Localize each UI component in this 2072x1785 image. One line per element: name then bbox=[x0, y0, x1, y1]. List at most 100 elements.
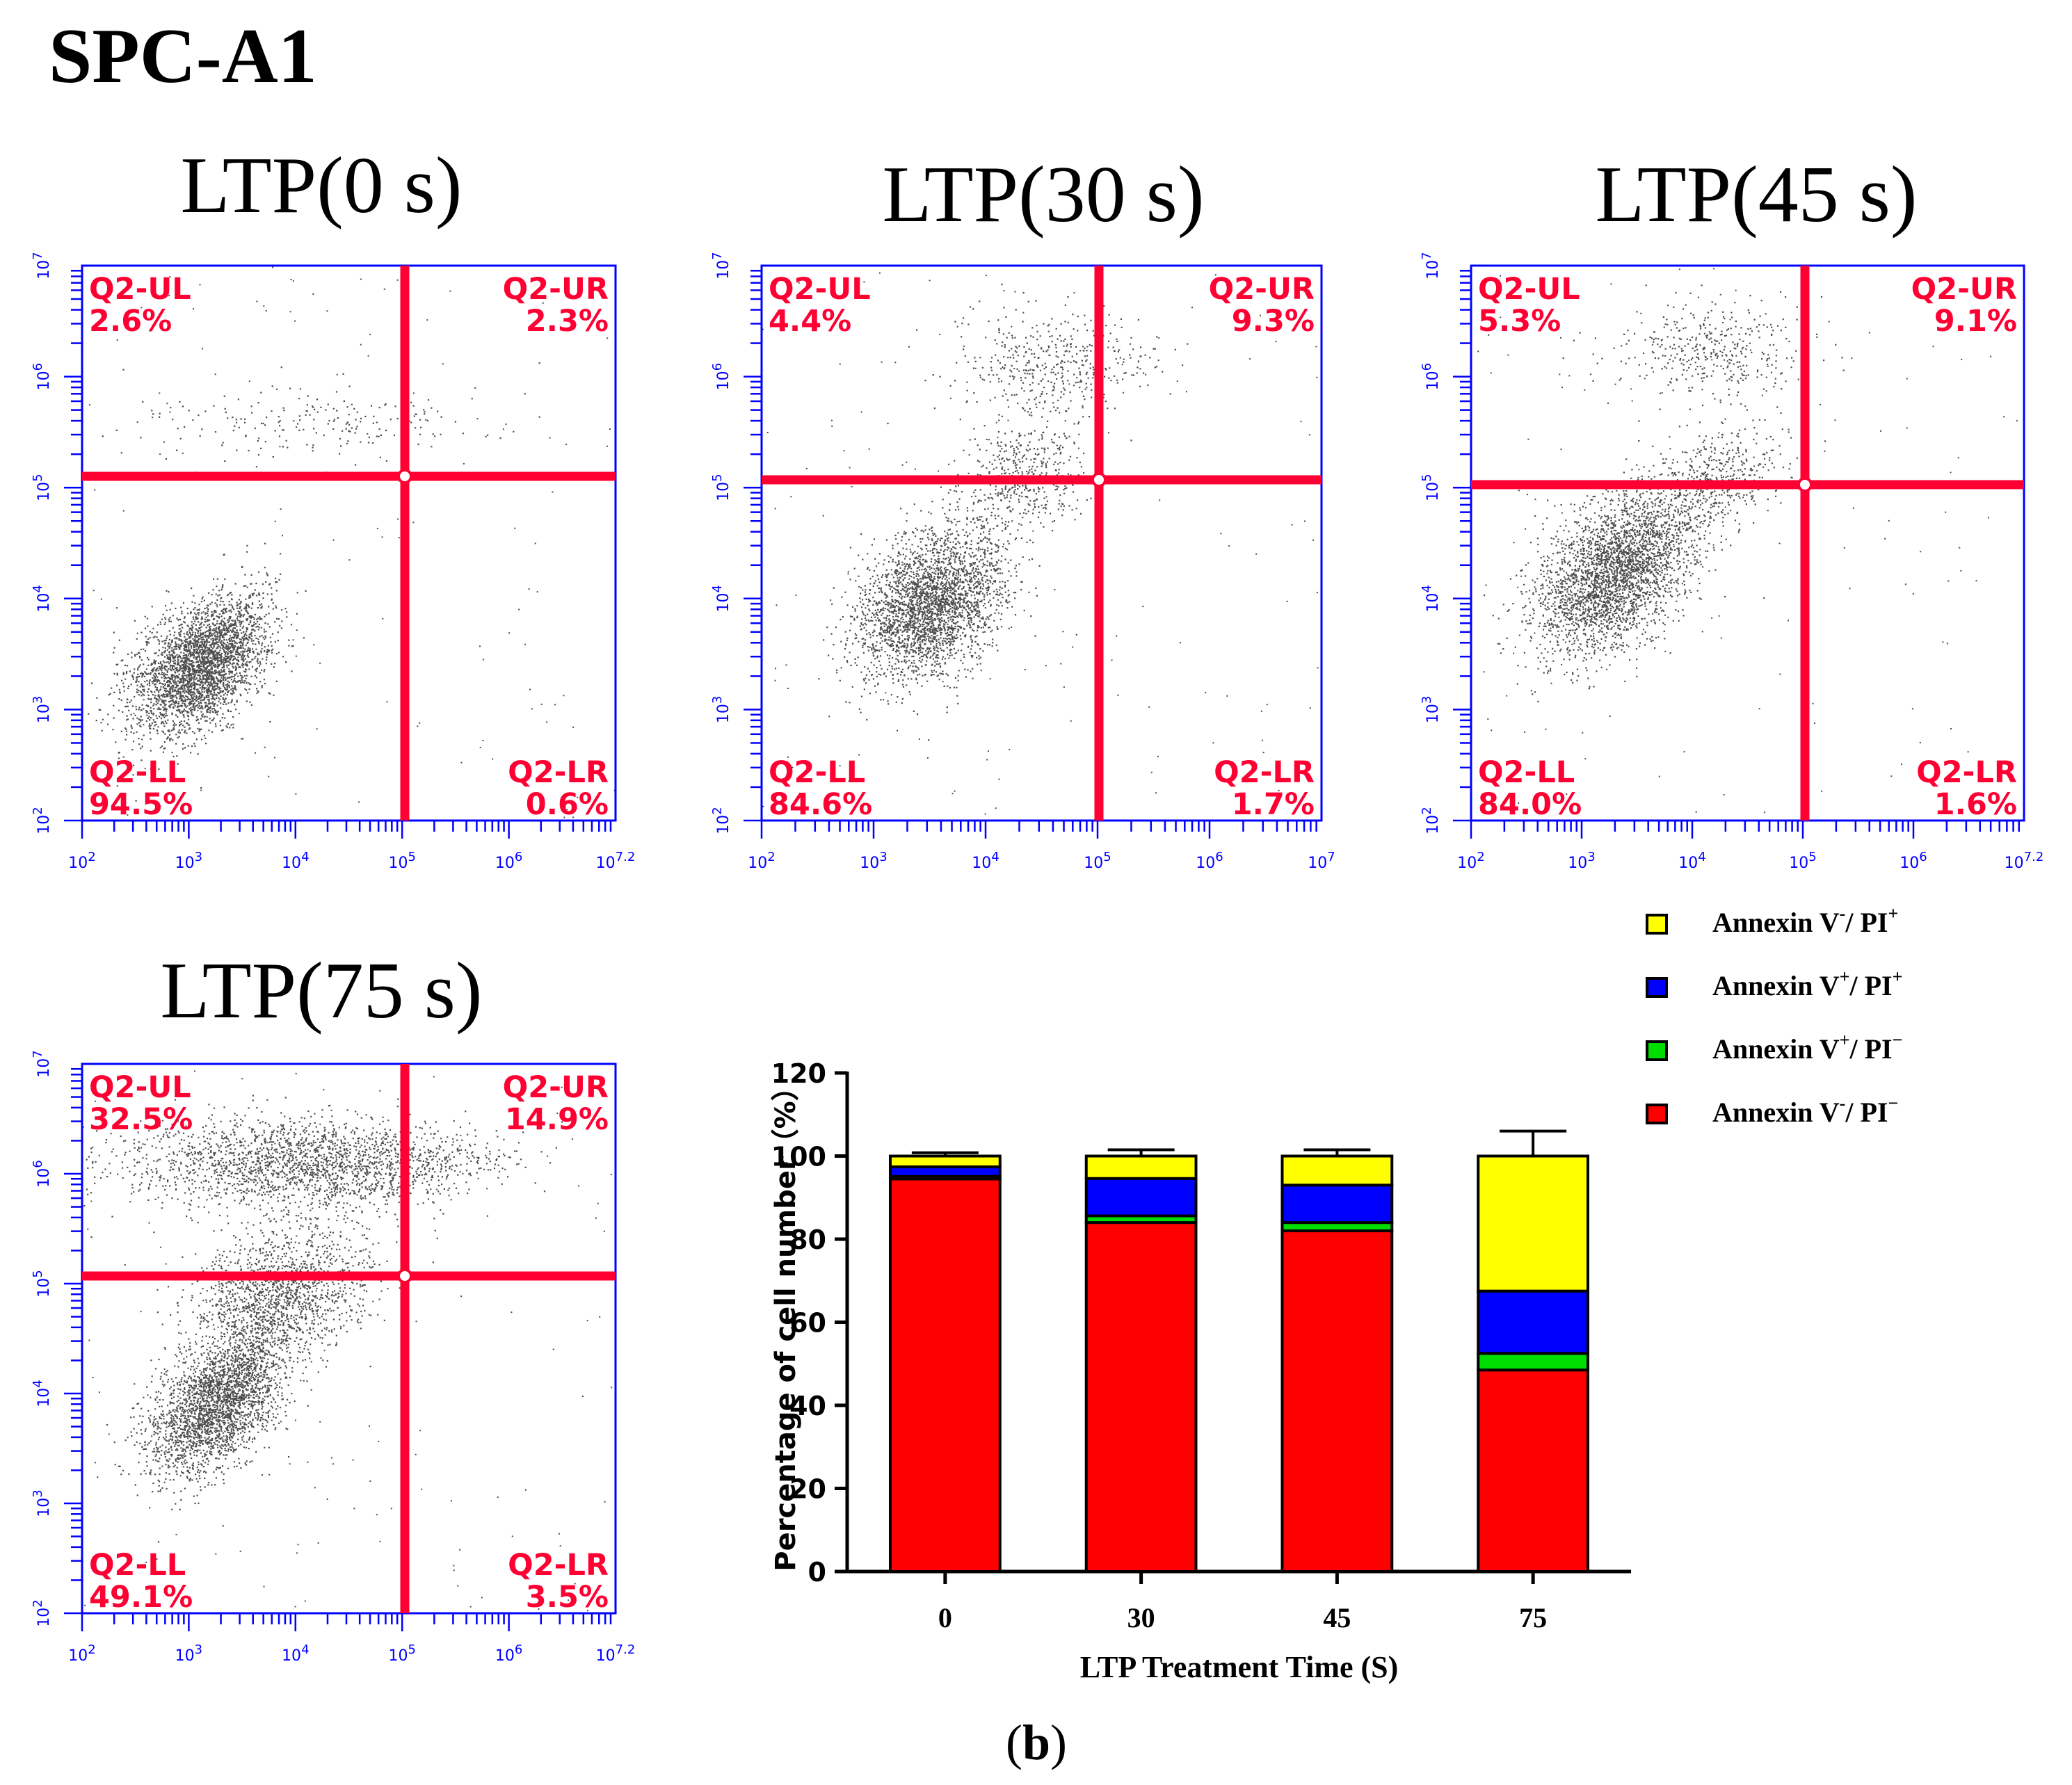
quadrant-label-ul: Q2-UL bbox=[769, 272, 871, 307]
legend-item-annexin_neg_pi_neg[interactable]: Annexin V-/ PI− bbox=[1646, 1093, 1898, 1128]
y-tick-label-base: 10 bbox=[35, 593, 53, 613]
bar-segment-1[interactable] bbox=[888, 1177, 1002, 1574]
legend-text: Annexin V bbox=[1712, 1097, 1840, 1128]
legend-swatch bbox=[1646, 1040, 1668, 1061]
x-tick-label: 30 bbox=[1127, 1602, 1155, 1633]
legend-swatch bbox=[1646, 914, 1668, 935]
bar-segment-3[interactable] bbox=[1280, 1184, 1394, 1225]
x-tick-label-base: 10 bbox=[860, 855, 879, 872]
scatter-points bbox=[88, 266, 617, 818]
x-tick-label: 105 bbox=[388, 850, 415, 872]
y-tick-label: 103 bbox=[1420, 696, 1442, 723]
y-tick-label-base: 10 bbox=[35, 482, 53, 501]
bar-segment-1[interactable] bbox=[1477, 1368, 1590, 1574]
legend-sup-annexin: + bbox=[1840, 967, 1850, 987]
y-tick-label: 107 bbox=[1420, 252, 1442, 279]
bar-segment-1[interactable] bbox=[1084, 1221, 1198, 1573]
x-axis-label: LTP Treatment Time (S) bbox=[1080, 1650, 1399, 1684]
legend-item-annexin_pos_pi_neg[interactable]: Annexin V+/ PI− bbox=[1646, 1030, 1902, 1065]
bar-segment-4[interactable] bbox=[1084, 1154, 1198, 1180]
y-tick-label-exp: 2 bbox=[710, 807, 725, 814]
bar-stack-0[interactable] bbox=[888, 1151, 1002, 1574]
legend-text: Annexin V bbox=[1712, 907, 1840, 938]
bar-stack-75[interactable] bbox=[1477, 1129, 1590, 1574]
gate-handle[interactable] bbox=[397, 469, 412, 484]
bar-segment-3[interactable] bbox=[888, 1165, 1002, 1178]
legend-label: Annexin V-/ PI+ bbox=[1712, 903, 1898, 938]
x-tick-label-exp: 4 bbox=[991, 850, 999, 864]
y-tick-label: 102 bbox=[31, 807, 53, 834]
bar-segment-3[interactable] bbox=[1084, 1177, 1198, 1218]
y-tick-label: 104 bbox=[31, 1380, 53, 1407]
y-tick-label: 103 bbox=[710, 696, 732, 723]
y-axis-ticks bbox=[1453, 270, 1471, 822]
legend-sup-annexin: - bbox=[1840, 1093, 1846, 1113]
legend-mid: / PI bbox=[1845, 1097, 1888, 1128]
y-tick-label-base: 10 bbox=[715, 593, 732, 613]
y-tick-label-base: 10 bbox=[715, 704, 732, 723]
quadrant-value-lr: 3.5% bbox=[526, 1580, 609, 1615]
x-tick-label-base: 10 bbox=[2005, 855, 2024, 872]
x-tick-label: 105 bbox=[1084, 850, 1111, 872]
y-tick-label: 103 bbox=[31, 696, 53, 723]
legend-sup-annexin: - bbox=[1840, 903, 1846, 923]
quadrant-label-ll: Q2-LL bbox=[769, 755, 865, 790]
y-tick-label-exp: 2 bbox=[1420, 807, 1434, 814]
y-axis-label: Percentage of cell number（%） bbox=[770, 1073, 802, 1571]
y-tick-label: 105 bbox=[1420, 474, 1442, 501]
y-tick-label-exp: 4 bbox=[31, 1380, 45, 1387]
quadrant-value-ul: 5.3% bbox=[1478, 304, 1561, 339]
quadrant-gate[interactable] bbox=[82, 266, 616, 821]
legend-item-annexin_pos_pi_pos[interactable]: Annexin V+/ PI+ bbox=[1646, 967, 1902, 1001]
y-tick-label-base: 10 bbox=[35, 1498, 53, 1517]
y-tick-label-exp: 5 bbox=[31, 1270, 45, 1277]
gate-handle[interactable] bbox=[1091, 472, 1107, 487]
quadrant-label-ul: Q2-UL bbox=[89, 1070, 191, 1105]
bar-segment-4[interactable] bbox=[888, 1154, 1002, 1169]
bar-stack-30[interactable] bbox=[1084, 1148, 1198, 1573]
caption-close-paren: ) bbox=[1050, 1715, 1067, 1770]
y-tick-label-exp: 3 bbox=[710, 696, 725, 704]
gate-handle[interactable] bbox=[397, 1268, 412, 1284]
bar-segment-4[interactable] bbox=[1477, 1154, 1590, 1293]
x-tick-label: 0 bbox=[938, 1602, 952, 1633]
y-tick-label-exp: 3 bbox=[31, 696, 45, 704]
gate-handle[interactable] bbox=[1797, 477, 1813, 492]
bar-segment-2[interactable] bbox=[1477, 1352, 1590, 1372]
legend-item-annexin_neg_pi_pos[interactable]: Annexin V-/ PI+ bbox=[1646, 903, 1898, 938]
bar-segment-3[interactable] bbox=[1477, 1289, 1590, 1355]
x-tick-label: 104 bbox=[1678, 850, 1705, 872]
quadrant-label-ul: Q2-UL bbox=[89, 272, 191, 307]
quadrant-gate[interactable] bbox=[762, 266, 1322, 821]
y-tick-label-base: 10 bbox=[1424, 815, 1442, 834]
y-tick-label: 106 bbox=[31, 363, 53, 390]
legend-mid: / PI bbox=[1849, 970, 1892, 1001]
x-tick-label: 103 bbox=[860, 850, 887, 872]
y-tick-label-exp: 6 bbox=[710, 363, 725, 371]
y-tick-label-base: 10 bbox=[35, 704, 53, 723]
y-tick-label: 106 bbox=[710, 363, 732, 390]
x-tick-label: 104 bbox=[282, 1642, 309, 1665]
quadrant-value-ll: 84.6% bbox=[769, 787, 872, 822]
y-tick-label: 0 bbox=[808, 1557, 826, 1588]
x-tick-label-exp: 2 bbox=[88, 1642, 95, 1657]
x-axis-ticks bbox=[81, 1613, 612, 1631]
x-tick-label-exp: 2 bbox=[767, 850, 775, 864]
x-tick-label: 103 bbox=[1568, 850, 1595, 872]
bar-stack-45[interactable] bbox=[1280, 1148, 1394, 1574]
x-tick-label-base: 10 bbox=[1196, 855, 1215, 872]
quadrant-gate[interactable] bbox=[82, 1064, 616, 1613]
quadrant-label-ll: Q2-LL bbox=[89, 1548, 186, 1583]
x-tick-label-exp: 4 bbox=[301, 1642, 309, 1657]
bar-segment-4[interactable] bbox=[1280, 1154, 1394, 1187]
quadrant-gate[interactable] bbox=[1471, 266, 2024, 821]
bar-segment-1[interactable] bbox=[1280, 1229, 1394, 1574]
y-tick-label-exp: 7 bbox=[31, 1050, 45, 1058]
y-tick-label: 80 bbox=[789, 1225, 826, 1255]
y-tick-label-exp: 6 bbox=[1420, 363, 1434, 371]
y-tick-label-base: 10 bbox=[715, 482, 732, 501]
y-tick-label-base: 10 bbox=[35, 1608, 53, 1627]
x-tick-label: 107.2 bbox=[596, 850, 636, 872]
quadrant-value-ul: 2.6% bbox=[89, 304, 172, 339]
